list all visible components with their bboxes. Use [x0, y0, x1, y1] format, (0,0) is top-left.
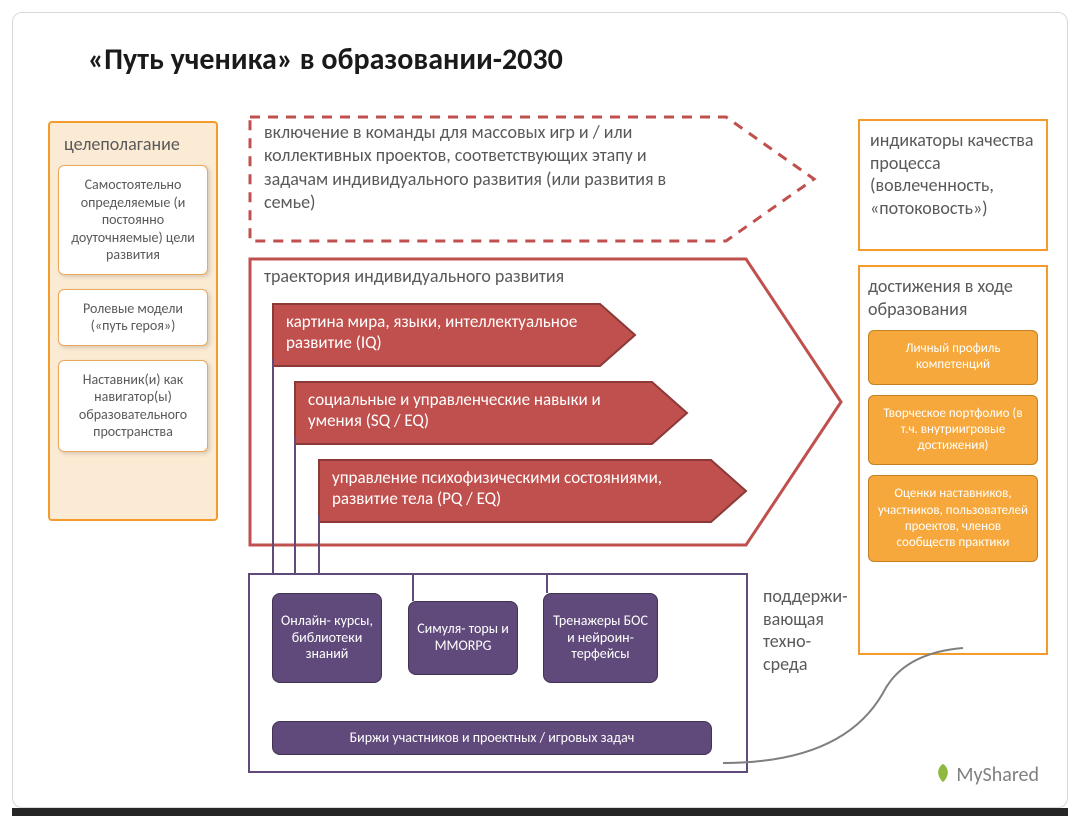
trajectory-arrow-pq-eq-label: управление психофизическими состояниями,… — [332, 467, 698, 510]
goal-card-mentors: Наставник(и) как навигатор(ы) образовате… — [58, 360, 208, 452]
logo-myshared: MyShared — [932, 762, 1039, 787]
trajectory-arrow-iq: картина мира, языки, интеллектуальное ра… — [272, 303, 637, 367]
support-card-label: Тренажеры БОС и нейроин- терфейсы — [550, 613, 651, 663]
indicators-box: индикаторы качества процесса (вовлеченно… — [858, 119, 1048, 251]
goal-card-role-models: Ролевые модели («путь героя») — [58, 289, 208, 346]
left-column-goal-setting: целеполагание Самостоятельно определяемы… — [48, 121, 218, 521]
slide: «Путь ученика» в образовании-2030 целепо… — [12, 12, 1068, 808]
goal-card-self-defined: Самостоятельно определяемые (и постоянно… — [58, 165, 208, 275]
support-card-simulators: Симуля- торы и MMORPG — [408, 601, 518, 675]
bottom-bar — [12, 808, 1068, 816]
leaf-icon — [932, 762, 954, 784]
achievements-header: достижения в ходе образования — [868, 275, 1038, 320]
trajectory-arrow-iq-label: картина мира, языки, интеллектуальное ра… — [286, 311, 587, 354]
trajectory-arrow-pq-eq: управление психофизическими состояниями,… — [318, 459, 748, 523]
support-card-label: Симуля- торы и MMORPG — [415, 621, 511, 655]
achievements-column: достижения в ходе образования Личный про… — [858, 265, 1048, 655]
support-card-online-courses: Онлайн- курсы, библиотеки знаний — [272, 593, 382, 683]
slide-title: «Путь ученика» в образовании-2030 — [88, 41, 563, 78]
support-card-label: Биржи участников и проектных / игровых з… — [350, 730, 635, 747]
left-column-header: целеполагание — [64, 133, 208, 155]
trajectory-header: траектория индивидуального развития — [264, 265, 564, 287]
achievement-card-portfolio: Творческое портфолио (в т.ч. внутриигров… — [868, 395, 1038, 466]
support-env-label: поддержи- вающая техно- среда — [763, 585, 858, 675]
achievement-card-assessments: Оценки наставников, участников, пользова… — [868, 475, 1038, 562]
logo-text: MyShared — [956, 763, 1039, 787]
support-card-bos-neuro: Тренажеры БОС и нейроин- терфейсы — [543, 593, 658, 683]
trajectory-arrow-sq-eq-label: социальные и управленческие навыки и уме… — [308, 389, 639, 432]
dashed-block-team-inclusion: включение в команды для массовых игр и /… — [248, 115, 818, 243]
trajectory-arrow-sq-eq: социальные и управленческие навыки и уме… — [294, 381, 689, 445]
dashed-block-text: включение в команды для массовых игр и /… — [264, 121, 704, 215]
support-card-exchanges: Биржи участников и проектных / игровых з… — [272, 721, 712, 755]
support-card-label: Онлайн- курсы, библиотеки знаний — [279, 613, 375, 663]
achievement-card-profile: Личный профиль компетенций — [868, 330, 1038, 385]
